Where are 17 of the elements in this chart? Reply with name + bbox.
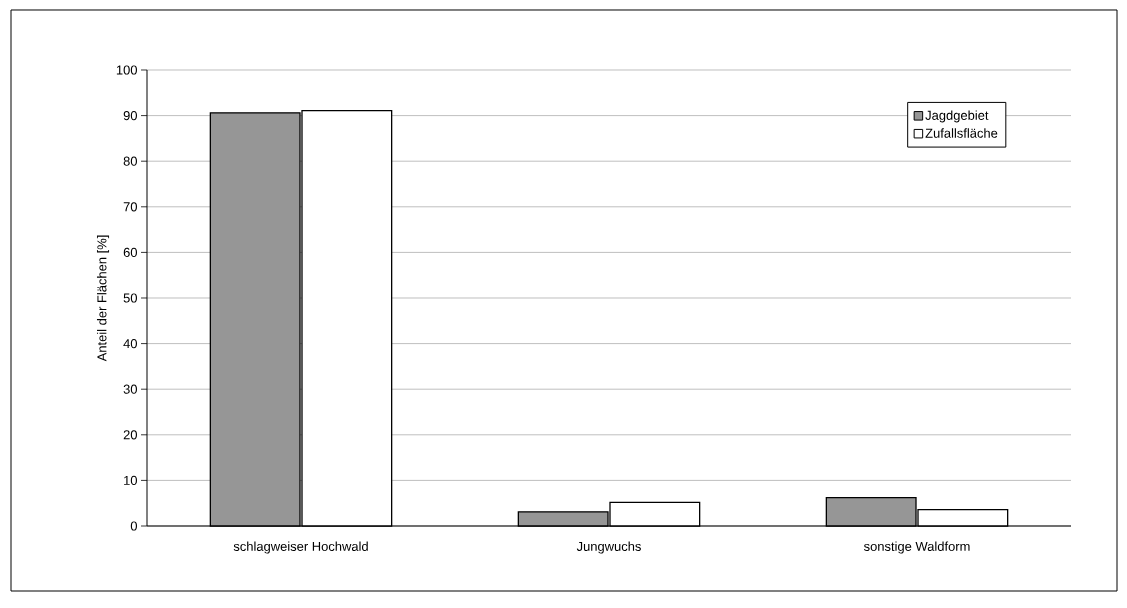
y-tick-label: 30	[123, 384, 137, 394]
legend-label: Jagdgebiet	[925, 110, 989, 123]
y-tick-label: 0	[130, 521, 137, 531]
y-tick-label: 20	[123, 430, 137, 440]
y-tick-label: 90	[123, 111, 137, 121]
y-tick-label: 70	[123, 202, 137, 212]
y-axis-title: Anteil der Flächen [%]	[96, 235, 110, 362]
y-tick-label: 100	[116, 65, 137, 75]
y-tick-label: 10	[124, 475, 137, 485]
x-tick-label: Jungwuchs	[576, 541, 641, 554]
x-tick-label: schlagweiser Hochwald	[233, 541, 368, 554]
y-tick-label: 80	[123, 156, 137, 166]
y-tick-label: 60	[123, 247, 137, 257]
x-tick-label: sonstige Waldform	[863, 541, 970, 554]
y-tick-label: 50	[123, 293, 137, 303]
legend-label: Zufallsfläche	[925, 128, 998, 138]
y-tick-label: 40	[123, 339, 137, 349]
